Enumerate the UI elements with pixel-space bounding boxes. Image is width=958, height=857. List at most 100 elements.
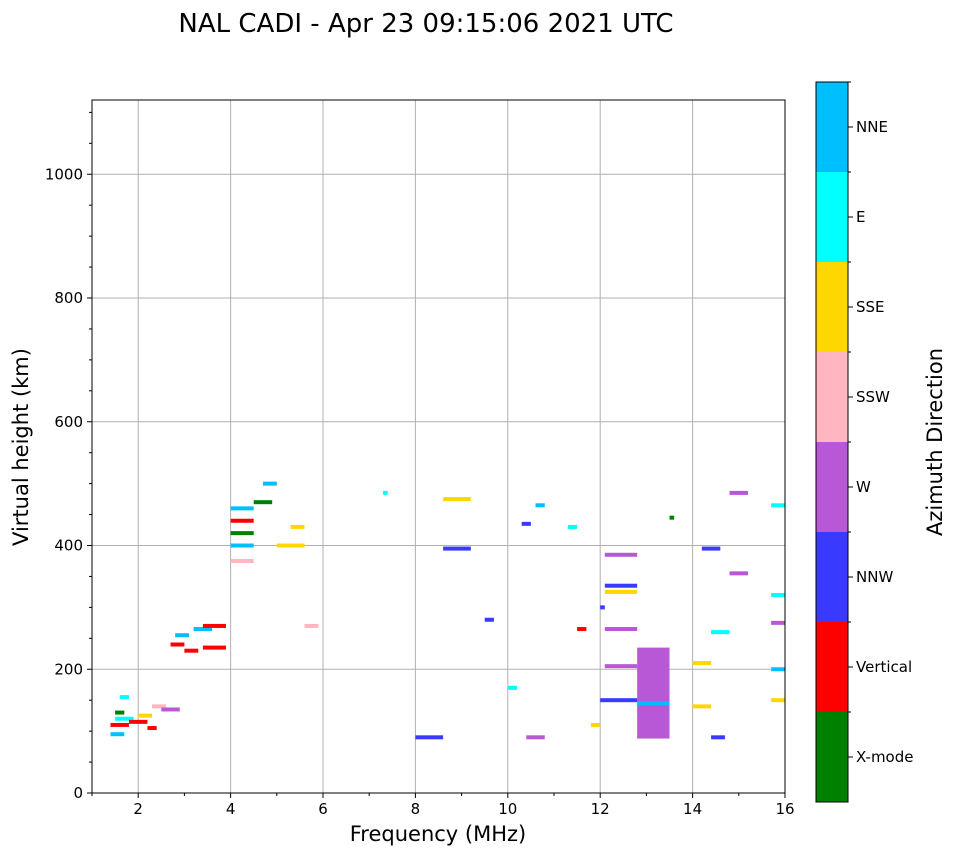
x-tick-label: 2 bbox=[133, 800, 143, 818]
colorbar-segment bbox=[816, 82, 848, 172]
echo-point bbox=[152, 704, 166, 709]
echo-point bbox=[230, 558, 254, 563]
echo-point bbox=[128, 719, 148, 724]
echo-point bbox=[604, 664, 638, 669]
x-tick-label: 16 bbox=[775, 800, 794, 818]
y-tick-label: 800 bbox=[54, 289, 83, 307]
echo-point bbox=[604, 627, 638, 632]
echo-point bbox=[590, 722, 601, 727]
y-tick-label: 1000 bbox=[45, 165, 83, 183]
x-tick-label: 12 bbox=[591, 800, 610, 818]
x-tick-label: 4 bbox=[226, 800, 236, 818]
echo-point bbox=[729, 490, 749, 495]
colorbar-label: E bbox=[856, 208, 865, 226]
echo-point bbox=[119, 695, 129, 700]
echo-point bbox=[170, 642, 185, 647]
echo-point bbox=[711, 630, 730, 635]
x-tick-label: 8 bbox=[411, 800, 421, 818]
grid bbox=[92, 100, 786, 794]
echo-point bbox=[604, 583, 638, 588]
y-axis-ticks: 0 200 400 600 800 1000 bbox=[45, 111, 92, 802]
echo-point bbox=[383, 490, 388, 495]
echo-point bbox=[637, 701, 670, 706]
echo-point bbox=[692, 661, 712, 666]
echo-regions bbox=[637, 647, 670, 739]
echo-points bbox=[110, 481, 785, 740]
echo-point bbox=[729, 571, 749, 576]
y-tick-label: 200 bbox=[54, 660, 83, 678]
echo-point bbox=[230, 531, 254, 536]
echo-point bbox=[771, 667, 785, 672]
echo-point bbox=[276, 543, 305, 548]
echo-point bbox=[443, 546, 471, 551]
colorbar-segment bbox=[816, 622, 848, 712]
colorbar-label: Vertical bbox=[856, 658, 912, 676]
echo-point bbox=[443, 497, 471, 502]
x-tick-label: 14 bbox=[683, 800, 702, 818]
echo-point bbox=[600, 605, 605, 610]
echo-point bbox=[230, 518, 254, 523]
echo-point bbox=[604, 589, 638, 594]
x-tick-label: 10 bbox=[498, 800, 517, 818]
echo-point bbox=[202, 623, 226, 628]
echo-point bbox=[521, 521, 531, 526]
echo-point bbox=[230, 506, 254, 511]
echo-point bbox=[147, 726, 157, 731]
echo-point bbox=[526, 735, 545, 740]
colorbar-label: SSW bbox=[856, 388, 890, 406]
echo-point bbox=[669, 515, 675, 520]
echo-point bbox=[711, 735, 725, 740]
y-tick-label: 0 bbox=[73, 784, 83, 802]
x-tick-label: 6 bbox=[318, 800, 328, 818]
echo-point bbox=[577, 627, 587, 632]
echo-point bbox=[604, 552, 638, 557]
colorbar-segment bbox=[816, 172, 848, 262]
echo-point bbox=[415, 735, 444, 740]
echo-point bbox=[110, 732, 125, 737]
colorbar: X-mode Vertical NNW W SSW SSE E NNE bbox=[815, 81, 913, 803]
echo-point bbox=[701, 546, 721, 551]
echo-point bbox=[253, 500, 273, 505]
echo-point bbox=[262, 481, 277, 486]
colorbar-title: Azimuth Direction bbox=[923, 348, 947, 536]
echo-point bbox=[138, 713, 153, 718]
colorbar-segment bbox=[816, 532, 848, 622]
plot-frame bbox=[91, 99, 786, 794]
echo-point bbox=[193, 627, 213, 632]
echo-point bbox=[535, 503, 545, 508]
colorbar-frame bbox=[815, 81, 849, 803]
echo-point bbox=[771, 593, 785, 597]
echo-point bbox=[484, 617, 494, 622]
echo-point bbox=[115, 716, 134, 721]
x-axis-label: Frequency (MHz) bbox=[350, 822, 526, 846]
echo-point bbox=[507, 685, 518, 690]
echo-point bbox=[304, 623, 319, 628]
echo-point bbox=[692, 704, 712, 709]
echo-point bbox=[771, 503, 785, 508]
colorbar-label: NNE bbox=[856, 118, 888, 136]
echo-point bbox=[290, 524, 305, 529]
echo-region bbox=[637, 647, 670, 739]
echo-point bbox=[771, 620, 785, 625]
echo-point bbox=[771, 698, 785, 703]
colorbar-segment bbox=[816, 442, 848, 532]
colorbar-label: NNW bbox=[856, 568, 893, 586]
echo-point bbox=[202, 645, 226, 650]
echo-point bbox=[110, 722, 129, 727]
x-axis-ticks: 2 4 6 8 10 12 14 16 bbox=[91, 793, 795, 818]
echo-point bbox=[567, 524, 578, 529]
colorbar-segment bbox=[816, 262, 848, 352]
colorbar-label: X-mode bbox=[856, 748, 913, 766]
colorbar-label: W bbox=[856, 478, 871, 496]
echo-point bbox=[184, 648, 199, 653]
echo-point bbox=[175, 633, 190, 638]
colorbar-segment bbox=[816, 352, 848, 442]
y-tick-label: 400 bbox=[54, 537, 83, 555]
y-tick-label: 600 bbox=[54, 413, 83, 431]
colorbar-label: SSE bbox=[856, 298, 885, 316]
echo-point bbox=[161, 707, 180, 712]
echo-point bbox=[115, 710, 125, 715]
chart-title: NAL CADI - Apr 23 09:15:06 2021 UTC bbox=[178, 9, 673, 39]
y-axis-label: Virtual height (km) bbox=[9, 348, 33, 546]
